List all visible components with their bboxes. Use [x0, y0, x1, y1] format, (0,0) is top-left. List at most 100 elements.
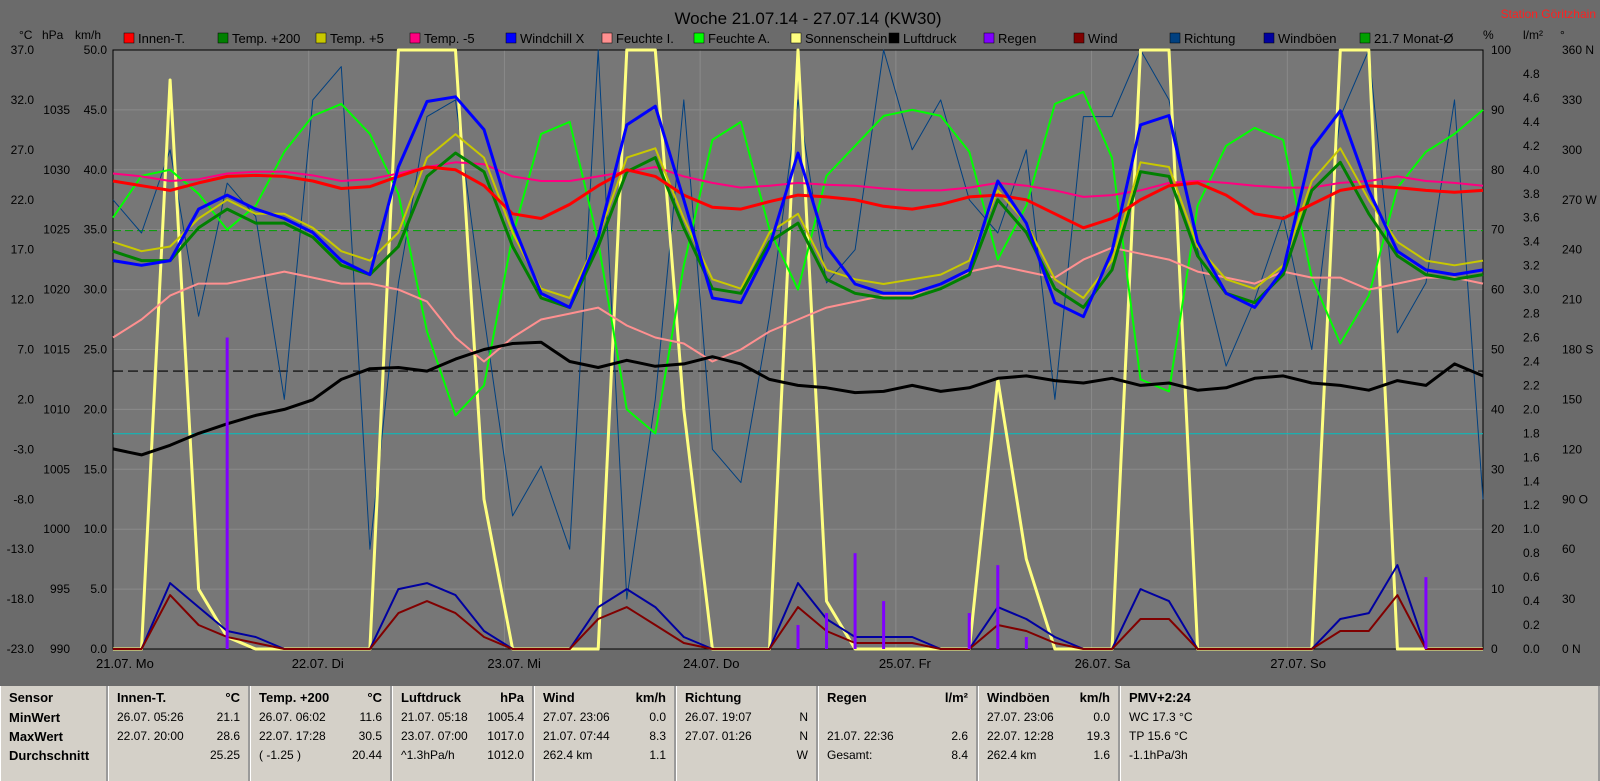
table-cell-value: 1017.0 [487, 729, 524, 743]
wind-tick-label: 10.0 [84, 522, 108, 536]
table-unit: km/h [1079, 690, 1110, 705]
unit-direction: ° [1560, 28, 1565, 42]
wind-tick-label: 15.0 [84, 462, 108, 476]
legend-label: Feuchte A. [708, 31, 770, 46]
temp-tick-label: 22.0 [11, 193, 35, 207]
legend-label: Temp. +5 [330, 31, 384, 46]
humidity-tick-label: 100 [1491, 43, 1511, 57]
table-cell: TP 15.6 °C [1129, 729, 1188, 743]
pressure-tick-label: 1000 [43, 522, 70, 536]
humidity-tick-label: 90 [1491, 103, 1505, 117]
legend-label: Feuchte I. [616, 31, 674, 46]
rain-tick-label: 3.6 [1523, 211, 1540, 225]
weather-chart: Woche 21.07.14 - 27.07.14 (KW30) Station… [6, 7, 1598, 671]
legend-swatch [409, 32, 421, 44]
table-unit: l/m² [944, 690, 968, 705]
table-cell-date: 23.07. 07:00 [401, 729, 468, 743]
rain-tick-label: 1.0 [1523, 522, 1540, 536]
rain-tick-label: 2.2 [1523, 378, 1540, 392]
direction-tick-label: 210 [1562, 293, 1582, 307]
rain-tick-label: 3.8 [1523, 187, 1540, 201]
legend-label: Innen-T. [138, 31, 185, 46]
table-cell: MaxWert [9, 729, 63, 744]
table-cell: WC 17.3 °C [1129, 710, 1193, 724]
direction-tick-label: 90 O [1562, 492, 1588, 506]
direction-tick-label: 270 W [1562, 193, 1597, 207]
rain-tick-label: 4.4 [1523, 115, 1540, 129]
direction-tick-label: 150 [1562, 392, 1582, 406]
table-cell-date: 262.4 km [987, 748, 1037, 762]
humidity-tick-label: 50 [1491, 343, 1505, 357]
table-cell-value: 19.3 [1086, 729, 1110, 743]
pressure-tick-label: 1030 [43, 163, 70, 177]
x-axis: 21.07. Mo 22.07. Di 23.07. Mi 24.07. Do 25.0… [96, 656, 1326, 671]
wind-tick-label: 5.0 [90, 582, 107, 596]
table-cell-value: 0.0 [1093, 710, 1110, 724]
x-tick-label: 27.07. So [1270, 656, 1326, 671]
direction-tick-label: 120 [1562, 442, 1582, 456]
wind-tick-label: 35.0 [84, 223, 108, 237]
legend-swatch [1169, 32, 1181, 44]
rain-bar [225, 337, 229, 649]
table-column: Temp. +200 °C 26.07. 06:02 11.6 22.07. 17:28… [250, 686, 392, 781]
table-column: Luftdruck hPa 21.07. 05:18 1005.4 23.07. 07:… [392, 686, 534, 781]
rain-tick-label: 0.8 [1523, 546, 1540, 560]
table-header: Wind [543, 690, 575, 705]
table-cell-value: 11.6 [359, 710, 382, 724]
table-cell-value: 8.4 [951, 748, 968, 762]
humidity-tick-label: 30 [1491, 462, 1505, 476]
table-cell-value: 25.25 [209, 748, 240, 762]
table-cell-value: 1.1 [649, 748, 666, 762]
rain-bar [825, 613, 829, 649]
direction-tick-label: 360 N [1562, 43, 1594, 57]
temp-tick-label: 7.0 [17, 343, 34, 357]
table-column: Innen-T. °C 26.07. 05:26 21.1 22.07. 20:00 28… [108, 686, 250, 781]
temp-tick-label: -13.0 [7, 542, 35, 556]
table-cell-date: Gesamt: [827, 748, 873, 762]
table-cell-date: 26.07. 06:02 [259, 710, 326, 724]
legend-swatch [601, 32, 613, 44]
rain-tick-label: 3.0 [1523, 283, 1540, 297]
unit-temp: °C [19, 28, 33, 42]
legend-label: 21.7 Monat-Ø [1374, 31, 1454, 46]
legend-swatch [217, 32, 229, 44]
rain-bar [1424, 577, 1428, 649]
wind-tick-label: 45.0 [84, 103, 108, 117]
unit-humidity: % [1483, 28, 1494, 42]
table-header: Luftdruck [401, 690, 461, 705]
table-column: Windböen km/h 27.07. 23:06 0.0 22.07. 12:28 1… [978, 686, 1120, 781]
series-line-luftdruck [112, 340, 1484, 457]
chart-title: Woche 21.07.14 - 27.07.14 (KW30) [674, 9, 941, 28]
unit-pressure: hPa [42, 28, 64, 42]
temp-tick-label: 37.0 [11, 43, 35, 57]
table-cell-date: 21.07. 22:36 [827, 729, 894, 743]
legend-swatch [1073, 32, 1085, 44]
pressure-tick-label: 1025 [43, 223, 70, 237]
table-cell-date: 262.4 km [543, 748, 593, 762]
legend-swatch [505, 32, 517, 44]
series-line-windchill-x [112, 95, 1484, 319]
rain-tick-label: 3.2 [1523, 259, 1540, 273]
x-tick-label: 26.07. Sa [1075, 656, 1131, 671]
direction-tick-label: 0 N [1562, 642, 1581, 656]
rain-tick-label: 1.4 [1523, 474, 1540, 488]
table-cell-date: 22.07. 17:28 [259, 729, 326, 743]
table-unit: °C [367, 690, 382, 705]
unit-rain: l/m² [1523, 28, 1543, 42]
legend-label: Richtung [1184, 31, 1235, 46]
reference-lines [113, 230, 1483, 435]
series-line-temp-5 [112, 161, 1484, 198]
table-cell-value: N [799, 729, 808, 743]
table-cell: MinWert [9, 710, 61, 725]
series-line-wind [113, 594, 1483, 650]
temp-tick-label: -23.0 [7, 642, 35, 656]
direction-tick-label: 240 [1562, 243, 1582, 257]
table-cell-value: 2.6 [951, 729, 968, 743]
legend-label: Temp. +200 [232, 31, 300, 46]
temp-tick-label: 32.0 [11, 93, 35, 107]
table-header: Regen [827, 690, 867, 705]
legend-swatch [983, 32, 995, 44]
legend-swatch [1359, 32, 1371, 44]
rain-tick-label: 2.6 [1523, 331, 1540, 345]
table-cell-value: 0.0 [649, 710, 666, 724]
